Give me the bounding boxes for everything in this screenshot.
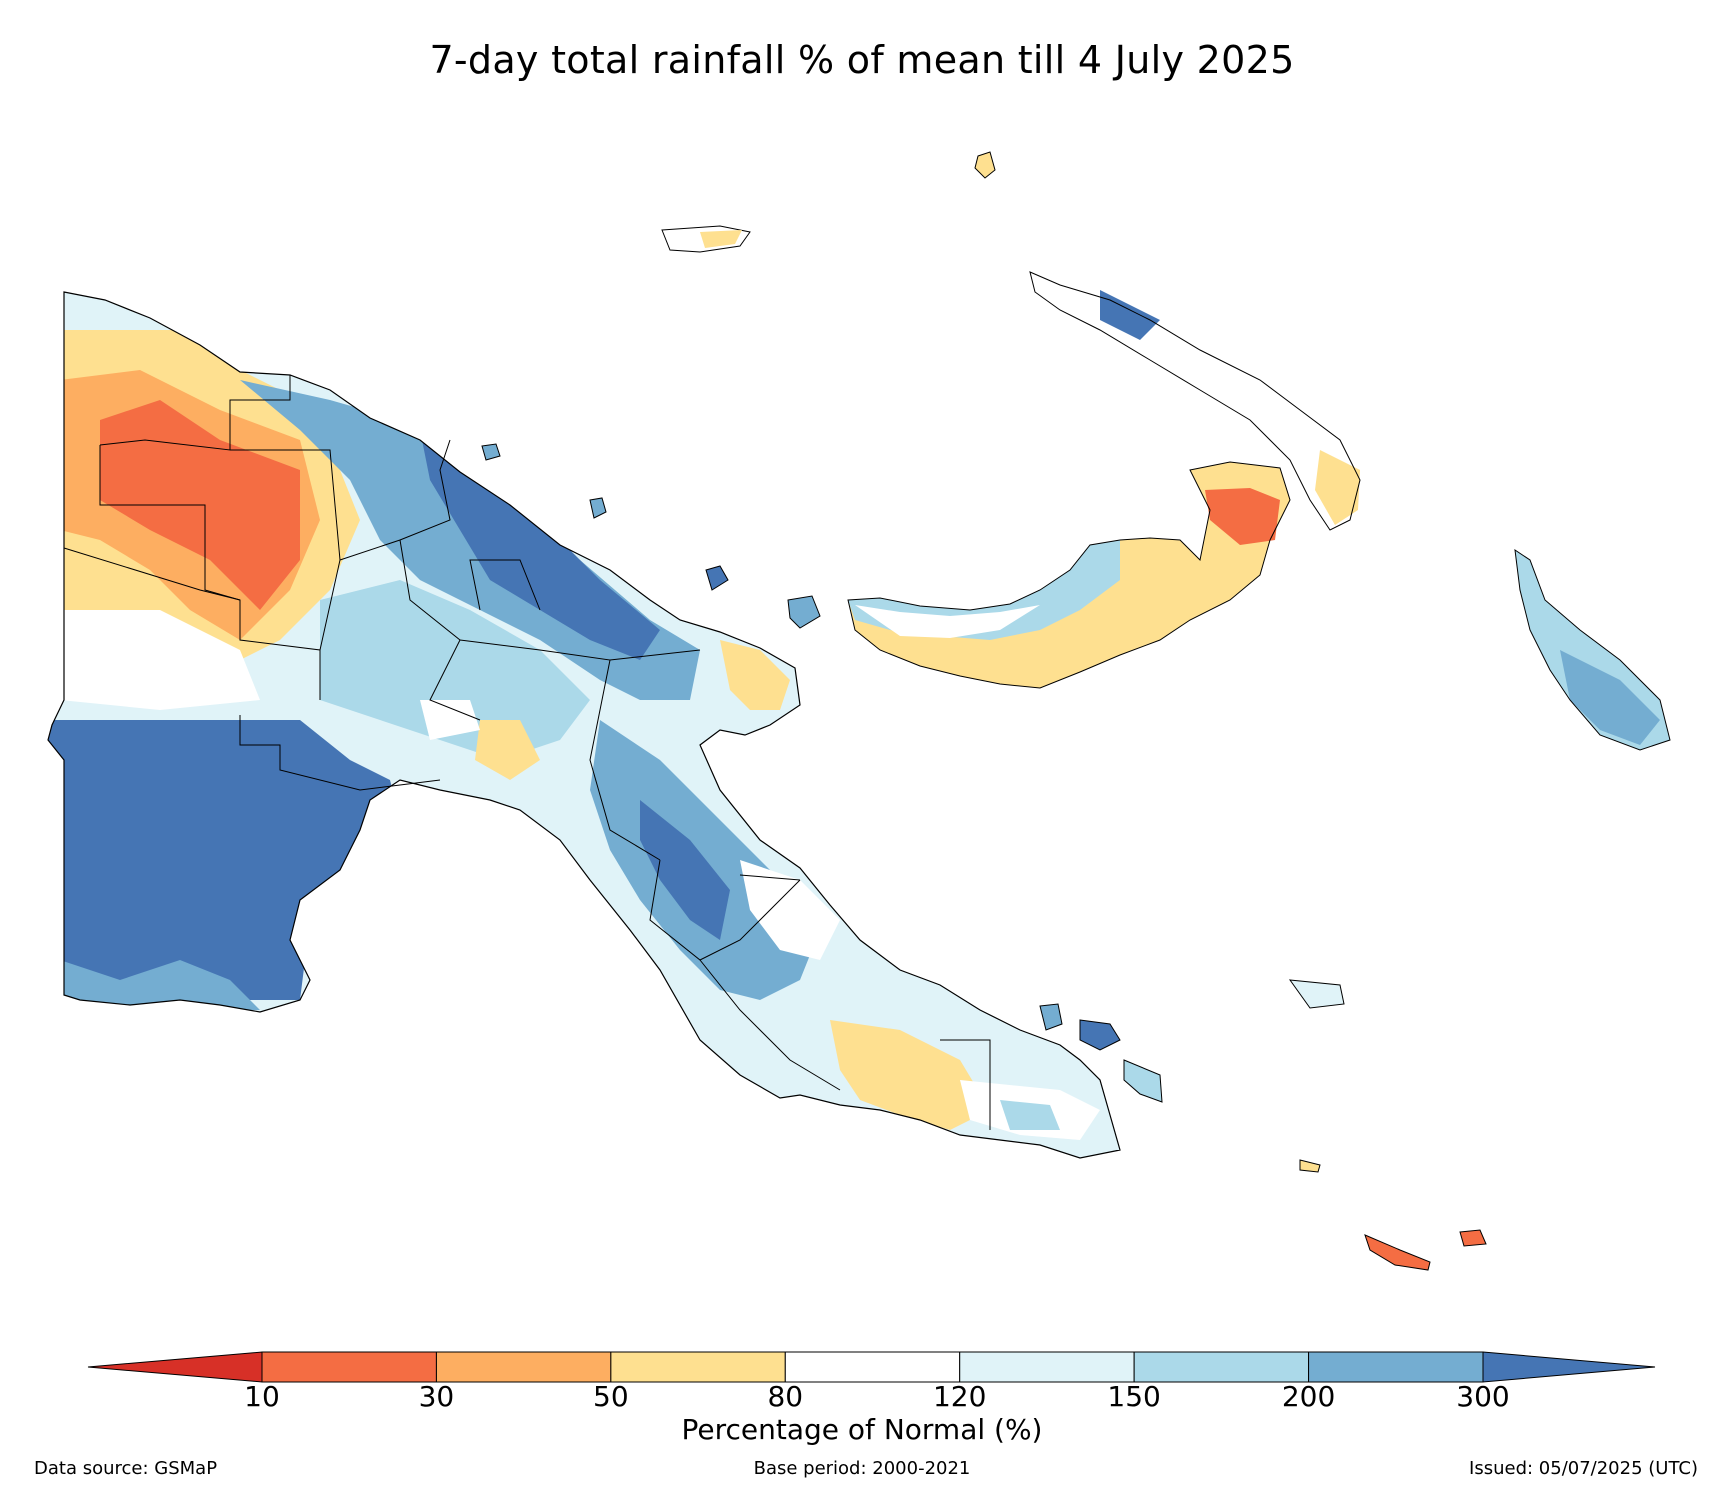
small-island-longisland — [705, 565, 729, 591]
colorbar-tick-label: 200 — [1281, 1380, 1336, 1413]
colorbar-bin — [435, 1351, 612, 1383]
province-boundaries — [63, 375, 991, 1130]
colorbar-tick-label: 150 — [1107, 1380, 1161, 1413]
colorbar-bin — [1308, 1351, 1484, 1383]
island-woodlark — [1299, 1159, 1321, 1173]
island-trobriand — [1288, 979, 1345, 1009]
colorbar-tick-label: 10 — [244, 1380, 280, 1413]
colorbar-extend-high — [1482, 1351, 1656, 1383]
colorbar-bin — [959, 1351, 1135, 1383]
new-ireland — [1029, 271, 1361, 531]
colorbar-bin — [1133, 1351, 1310, 1383]
colorbar-tick-label: 80 — [767, 1380, 804, 1413]
manus-island — [661, 225, 751, 253]
small-island-west — [481, 443, 501, 461]
colorbar-tick-label: 120 — [932, 1380, 987, 1413]
colorbar-tick-label: 50 — [593, 1380, 629, 1413]
island-rossel — [1459, 1229, 1487, 1247]
rainfall-map — [47, 151, 1671, 1271]
island-sudest — [1364, 1234, 1431, 1271]
map-title: 7-day total rainfall % of mean till 4 Ju… — [429, 38, 1295, 82]
bougainville — [1514, 548, 1671, 751]
colorbar-label: Percentage of Normal (%) — [681, 1413, 1043, 1446]
base-period-text: Base period: 2000-2021 — [753, 1458, 971, 1479]
issued-date-text: Issued: 05/07/2025 (UTC) — [1469, 1458, 1698, 1479]
small-island-north — [974, 151, 996, 179]
small-island-umboi — [787, 595, 821, 629]
mainland-outline — [47, 291, 1121, 1159]
colorbar-tick-label: 300 — [1456, 1380, 1510, 1413]
colorbar-bin — [784, 1351, 961, 1383]
island-normanby — [1123, 1059, 1163, 1103]
colorbar — [87, 1351, 1656, 1383]
new-britain — [847, 461, 1291, 689]
colorbar-tick-label: 30 — [418, 1380, 455, 1413]
colorbar-extend-low — [87, 1351, 263, 1383]
colorbar-bin — [610, 1351, 786, 1383]
small-island-karkar — [589, 497, 607, 519]
island-fergusson — [1079, 1019, 1121, 1051]
colorbar-bin — [261, 1351, 437, 1383]
island-goodenough — [1039, 1003, 1063, 1031]
data-source-text: Data source: GSMaP — [34, 1458, 218, 1479]
